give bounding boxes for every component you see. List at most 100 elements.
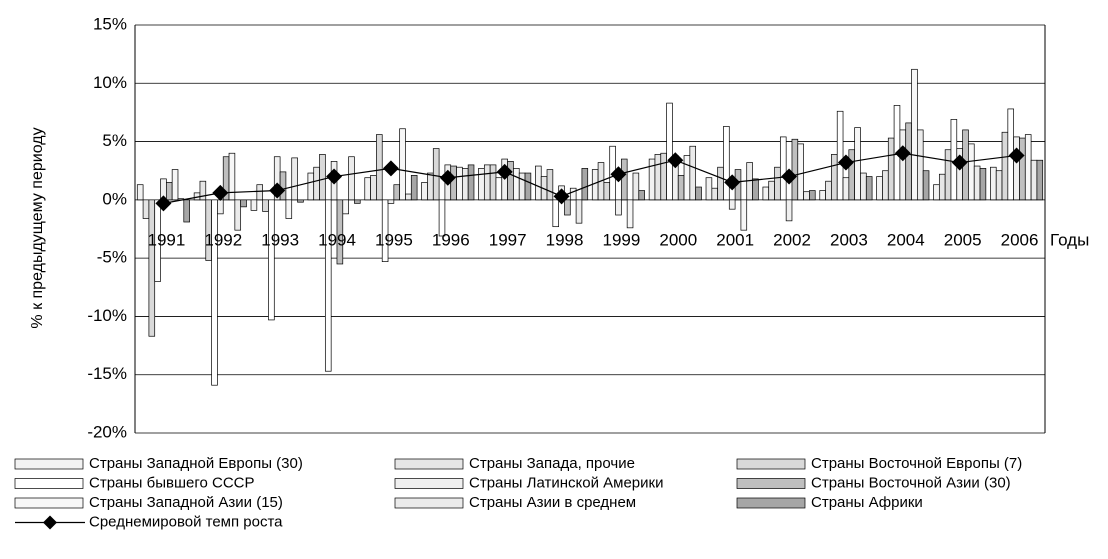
bar xyxy=(313,166,320,201)
bar xyxy=(450,165,457,201)
legend-swatch xyxy=(736,458,806,470)
bar xyxy=(740,199,748,231)
bar xyxy=(376,134,383,201)
bar xyxy=(1001,131,1009,201)
bar xyxy=(136,184,144,201)
x-tick-label: 2003 xyxy=(830,230,868,249)
bar xyxy=(825,180,832,201)
bar xyxy=(279,171,287,201)
x-tick-label: 2002 xyxy=(773,230,811,249)
legend-label: Среднемировой темп роста xyxy=(89,513,283,530)
marker xyxy=(269,182,286,199)
bar xyxy=(524,172,532,201)
x-tick-label: 2004 xyxy=(887,230,925,249)
bar xyxy=(546,169,554,201)
bar xyxy=(695,186,702,201)
legend-label: Страны Западной Азии (15) xyxy=(89,494,283,511)
bar xyxy=(762,186,770,201)
legend-label: Страны Восточной Европы (7) xyxy=(811,455,1022,472)
marker xyxy=(496,163,513,180)
x-tick-label: 2001 xyxy=(716,230,754,249)
bar xyxy=(933,184,940,201)
y-tick-label: -10% xyxy=(87,306,127,325)
bar xyxy=(364,177,371,201)
legend-swatch xyxy=(394,497,464,509)
legend-label: Страны Западной Европы (30) xyxy=(89,455,303,472)
legend-swatch xyxy=(14,478,84,489)
bar xyxy=(256,184,264,201)
legend-marker xyxy=(43,515,57,530)
bar xyxy=(995,170,1003,201)
bar xyxy=(911,68,918,201)
bar xyxy=(478,168,485,201)
bar xyxy=(535,165,542,201)
x-tick-label: 1991 xyxy=(148,230,186,249)
bar xyxy=(638,190,645,201)
marker xyxy=(553,188,570,205)
marker xyxy=(724,174,741,191)
marker xyxy=(326,168,343,185)
y-axis-label: % к предыдущему периоду xyxy=(29,127,46,328)
bar xyxy=(575,199,583,224)
bar xyxy=(632,172,640,201)
bar xyxy=(142,199,150,219)
bar xyxy=(968,143,975,201)
legend-swatch xyxy=(394,458,464,470)
x-tick-label: 1995 xyxy=(375,230,413,249)
x-tick-label: 1992 xyxy=(204,230,242,249)
bar xyxy=(1019,137,1026,201)
y-tick-label: -5% xyxy=(97,248,127,267)
bar xyxy=(865,176,873,201)
bar xyxy=(211,199,218,386)
legend-label: Страны бывшего СССР xyxy=(89,474,255,491)
bar xyxy=(507,161,514,201)
bar xyxy=(899,129,907,201)
bar xyxy=(399,128,406,201)
bar xyxy=(564,199,571,216)
x-axis-label: Годы xyxy=(1050,230,1089,249)
bar xyxy=(336,199,344,265)
bar xyxy=(518,172,526,201)
bar xyxy=(199,180,207,201)
bar xyxy=(990,166,997,201)
x-tick-label: 2005 xyxy=(944,230,982,249)
marker xyxy=(439,169,456,186)
bar xyxy=(240,199,247,208)
bar xyxy=(552,199,560,228)
bar xyxy=(626,199,634,229)
x-tick-label: 1994 xyxy=(318,230,356,249)
bar xyxy=(728,199,736,210)
bar xyxy=(1030,159,1038,201)
bar xyxy=(354,199,361,204)
bar xyxy=(250,199,258,211)
bar xyxy=(916,129,924,201)
bar xyxy=(348,156,355,201)
bar xyxy=(723,126,730,201)
legend-label: Страны Азии в среднем xyxy=(469,494,636,511)
y-tick-label: -15% xyxy=(87,364,127,383)
bar xyxy=(569,187,577,201)
marker xyxy=(837,154,854,171)
bar xyxy=(171,169,179,201)
bar xyxy=(495,177,503,201)
bar xyxy=(973,165,981,201)
bar xyxy=(370,175,377,201)
bar xyxy=(183,199,190,223)
bar xyxy=(1013,136,1020,201)
bar xyxy=(297,199,304,203)
bar xyxy=(421,182,428,201)
bar xyxy=(876,176,883,201)
bar xyxy=(979,168,987,201)
bar xyxy=(666,102,673,201)
y-tick-label: 0% xyxy=(102,189,127,208)
x-tick-label: 1996 xyxy=(432,230,470,249)
x-tick-label: 1998 xyxy=(546,230,584,249)
bar xyxy=(483,164,491,201)
marker xyxy=(212,184,229,201)
legend-swatch xyxy=(14,458,84,470)
marker xyxy=(951,154,968,171)
bar xyxy=(677,175,685,201)
bar xyxy=(1024,134,1032,201)
bar xyxy=(842,177,850,201)
